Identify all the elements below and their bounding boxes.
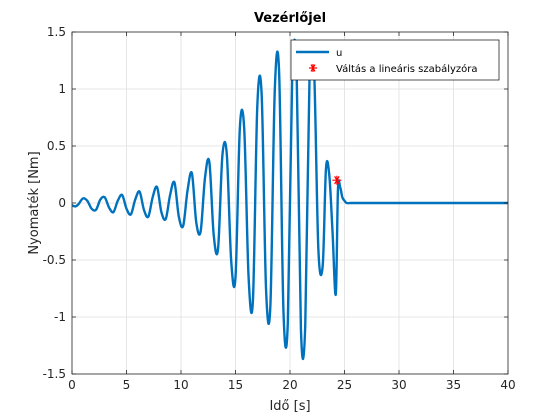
legend-marker-switch xyxy=(309,64,317,72)
y-tick-label: -1 xyxy=(54,310,66,324)
x-tick-label: 25 xyxy=(337,378,352,392)
x-tick-label: 40 xyxy=(500,378,515,392)
ticks: 0 5 10 15 20 25 30 35 40 -1.5 -1 -0.5 0 0.5 1 1.5 xyxy=(43,25,516,392)
y-tick-label: 0.5 xyxy=(47,139,66,153)
x-tick-label: 35 xyxy=(446,378,461,392)
y-tick-label: -1.5 xyxy=(43,367,66,381)
chart-title: Vezérlőjel xyxy=(254,11,326,26)
y-tick-label: 0 xyxy=(58,196,66,210)
legend-label-switch: Váltás a lineáris szabályzóra xyxy=(336,63,478,75)
series-layer xyxy=(72,38,508,361)
legend-box xyxy=(290,39,500,81)
switch-marker xyxy=(332,175,342,185)
x-tick-label: 30 xyxy=(391,378,406,392)
y-tick-label: 1 xyxy=(58,82,66,96)
x-tick-label: 0 xyxy=(68,378,76,392)
y-tick-label: 1.5 xyxy=(47,25,66,39)
x-tick-label: 5 xyxy=(123,378,131,392)
y-tick-label: -0.5 xyxy=(43,253,66,267)
x-tick-label: 10 xyxy=(173,378,188,392)
x-axis-label: Idő [s] xyxy=(269,399,310,414)
legend: u Váltás a lineáris szabályzóra xyxy=(290,39,500,81)
y-axis-label: Nyomaték [Nm] xyxy=(27,151,42,254)
x-tick-label: 20 xyxy=(282,378,297,392)
x-tick-label: 15 xyxy=(228,378,243,392)
legend-label-u: u xyxy=(336,48,342,59)
series-line-u xyxy=(72,38,508,361)
